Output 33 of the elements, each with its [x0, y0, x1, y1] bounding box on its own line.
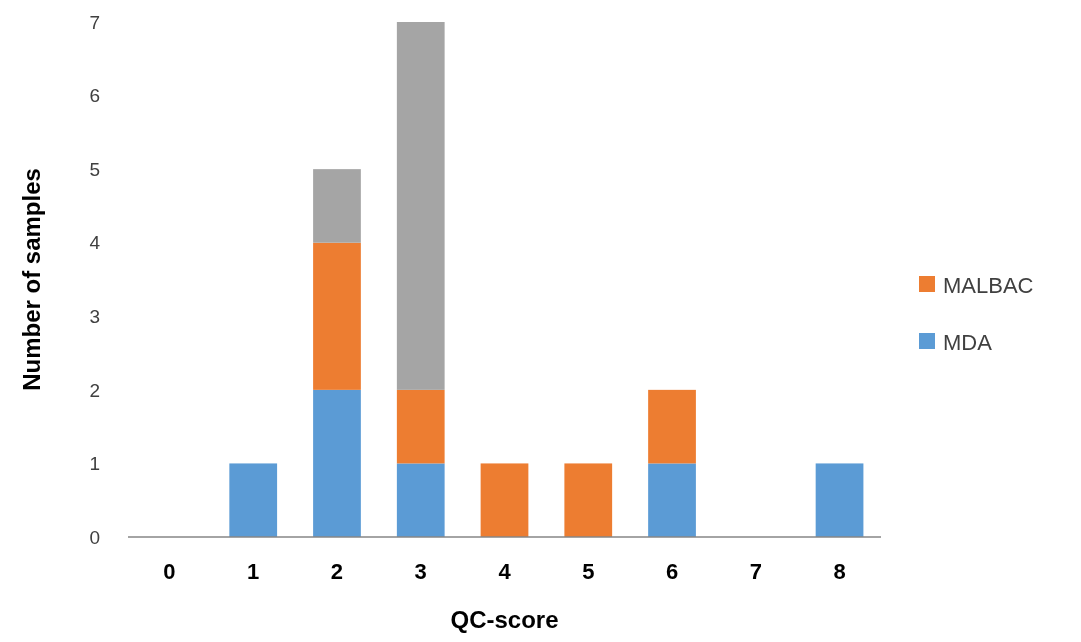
legend-label: MDA [943, 329, 993, 355]
x-tick-label: 2 [330, 559, 344, 584]
bar [815, 463, 864, 537]
x-tick-label: 6 [665, 559, 679, 584]
y-tick-label: 2 [89, 379, 100, 401]
bar [313, 169, 361, 243]
y-tick-label: 7 [89, 11, 100, 33]
bar [480, 463, 529, 537]
bar [229, 463, 278, 537]
x-tick-label: 5 [582, 559, 595, 584]
y-tick-label: 4 [89, 232, 101, 254]
y-tick-label: 1 [89, 453, 100, 475]
legend-label: MALBAC [943, 272, 1034, 298]
x-tick-label: 4 [498, 559, 512, 584]
bar [396, 22, 445, 390]
bar [648, 389, 696, 464]
y-tick-label: 3 [89, 305, 100, 327]
x-axis-title: QC-score [450, 606, 559, 633]
y-axis-title: Number of samples [18, 168, 45, 391]
bar [396, 463, 445, 537]
x-tick-label: 0 [163, 559, 176, 584]
y-tick-label: 0 [89, 526, 100, 548]
x-tick-label: 8 [833, 559, 846, 584]
x-tick-label: 1 [247, 559, 260, 584]
bar [313, 389, 361, 537]
bar [564, 463, 613, 537]
x-tick-label: 7 [749, 559, 762, 584]
y-tick-label: 5 [89, 158, 100, 180]
bar [648, 463, 696, 537]
bar [313, 242, 361, 390]
x-tick-label: 3 [414, 559, 427, 584]
bar [396, 389, 445, 464]
y-tick-label: 6 [89, 85, 100, 107]
